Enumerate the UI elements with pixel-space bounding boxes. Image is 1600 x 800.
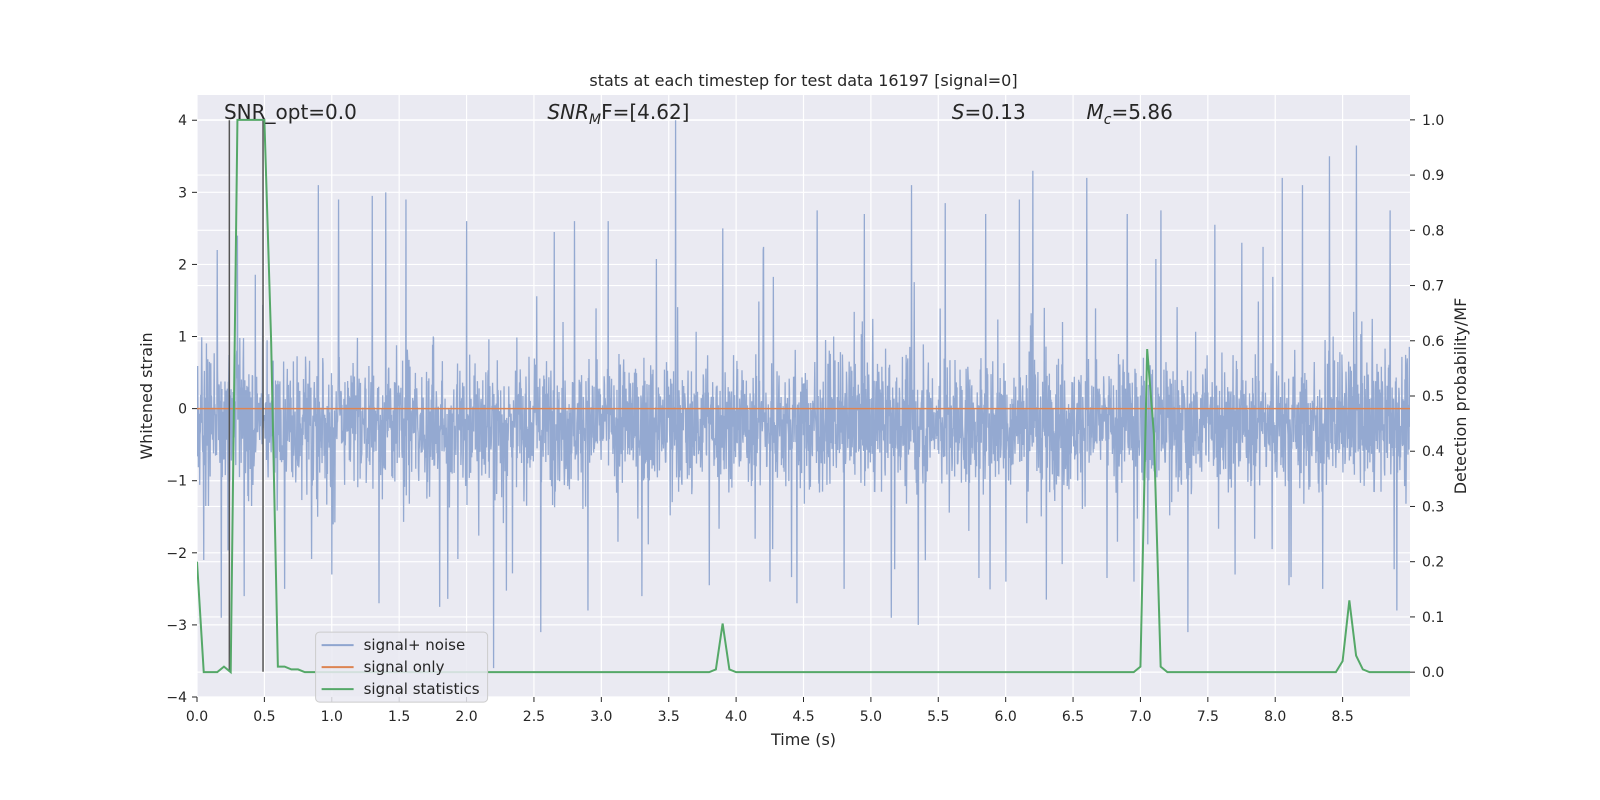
series-signal-noise-line (197, 120, 1410, 669)
series-signal-statistics (197, 118, 1410, 675)
x-tick-label: 8.0 (1264, 709, 1286, 725)
x-tick-label: 1.5 (388, 709, 410, 725)
left-tick-label: 3 (178, 185, 187, 201)
right-tick-label: 1.0 (1422, 113, 1444, 129)
annotation-snr-mf: SNRMF=[4.62] (547, 100, 689, 128)
right-tick-label: 0.2 (1422, 555, 1444, 571)
annotation-snr-mf-name: SNR (547, 100, 589, 124)
left-axis-label: Whitened strain (137, 332, 156, 459)
x-tick-label: 5.0 (860, 709, 882, 725)
x-tick-label: 3.0 (590, 709, 612, 725)
legend: signal+ noise signal only signal statist… (315, 631, 489, 703)
x-tick-label: 4.5 (792, 709, 814, 725)
left-axis: −4 −3 −2 −1 0 1 2 3 4 (166, 113, 197, 706)
left-tick-label: 0 (178, 402, 187, 418)
left-tick-label: 4 (178, 113, 187, 129)
x-tick-label: 4.0 (725, 709, 747, 725)
annotation-mc-name: M (1087, 100, 1104, 124)
annotation-mc: Mc=5.86 (1087, 100, 1173, 128)
right-tick-label: 0.3 (1422, 499, 1444, 515)
legend-box (315, 631, 489, 703)
legend-entry-signal-noise: signal+ noise (364, 636, 466, 654)
x-tick-label: 2.5 (523, 709, 545, 725)
x-axis: 0.0 0.5 1.0 1.5 2.0 2.5 3.0 3.5 4.0 4.5 5.0 5.5 6.0 6… (186, 697, 1354, 725)
right-axis: 0.0 0.1 0.2 0.3 0.4 0.5 0.6 0.7 0.8 0.9 1.0 (1410, 113, 1444, 681)
annotation-s-name: S (952, 100, 965, 124)
annotation-snr-opt: SNR_opt=0.0 (224, 100, 357, 124)
x-tick-label: 0.5 (253, 709, 275, 725)
left-tick-label: 1 (178, 330, 187, 346)
x-axis-label: Time (s) (770, 730, 836, 749)
right-tick-label: 0.9 (1422, 168, 1444, 184)
annotation-s: S=0.13 (952, 100, 1026, 124)
x-tick-label: 3.5 (658, 709, 680, 725)
legend-entry-signal-only: signal only (364, 658, 445, 676)
right-tick-label: 0.1 (1422, 610, 1444, 626)
right-tick-label: 0.6 (1422, 334, 1444, 350)
right-tick-label: 0.5 (1422, 389, 1444, 405)
left-tick-label: −1 (166, 474, 187, 490)
x-tick-label: 2.0 (455, 709, 477, 725)
x-tick-label: 7.5 (1197, 709, 1219, 725)
series-signal-statistics-line (197, 118, 1410, 675)
x-tick-label: 8.5 (1331, 709, 1353, 725)
x-tick-label: 6.5 (1062, 709, 1084, 725)
left-tick-label: −2 (166, 546, 187, 562)
annotation-mc-rest: =5.86 (1112, 100, 1173, 124)
event-markers (228, 120, 264, 672)
annotation-snr-mf-sub: M (589, 112, 601, 128)
annotation-s-rest: =0.13 (964, 100, 1025, 124)
x-tick-label: 0.0 (186, 709, 208, 725)
left-tick-label: −4 (166, 690, 187, 706)
right-tick-label: 0.8 (1422, 223, 1444, 239)
annotation-snr-mf-rest: F=[4.62] (601, 100, 689, 124)
x-tick-label: 6.0 (995, 709, 1017, 725)
right-tick-label: 0.4 (1422, 444, 1444, 460)
right-tick-label: 0.0 (1422, 665, 1444, 681)
right-tick-label: 0.7 (1422, 279, 1444, 295)
x-tick-label: 5.5 (927, 709, 949, 725)
series-signal-noise (197, 120, 1410, 669)
x-tick-label: 7.0 (1129, 709, 1151, 725)
x-tick-label: 1.0 (321, 709, 343, 725)
annotation-mc-sub: c (1104, 112, 1112, 128)
right-axis-label: Detection probability/MF (1451, 298, 1470, 495)
chart-title: stats at each timestep for test data 161… (589, 71, 1017, 90)
legend-entry-signal-statistics: signal statistics (364, 680, 480, 698)
left-tick-label: −3 (166, 618, 187, 634)
left-tick-label: 2 (178, 257, 187, 273)
